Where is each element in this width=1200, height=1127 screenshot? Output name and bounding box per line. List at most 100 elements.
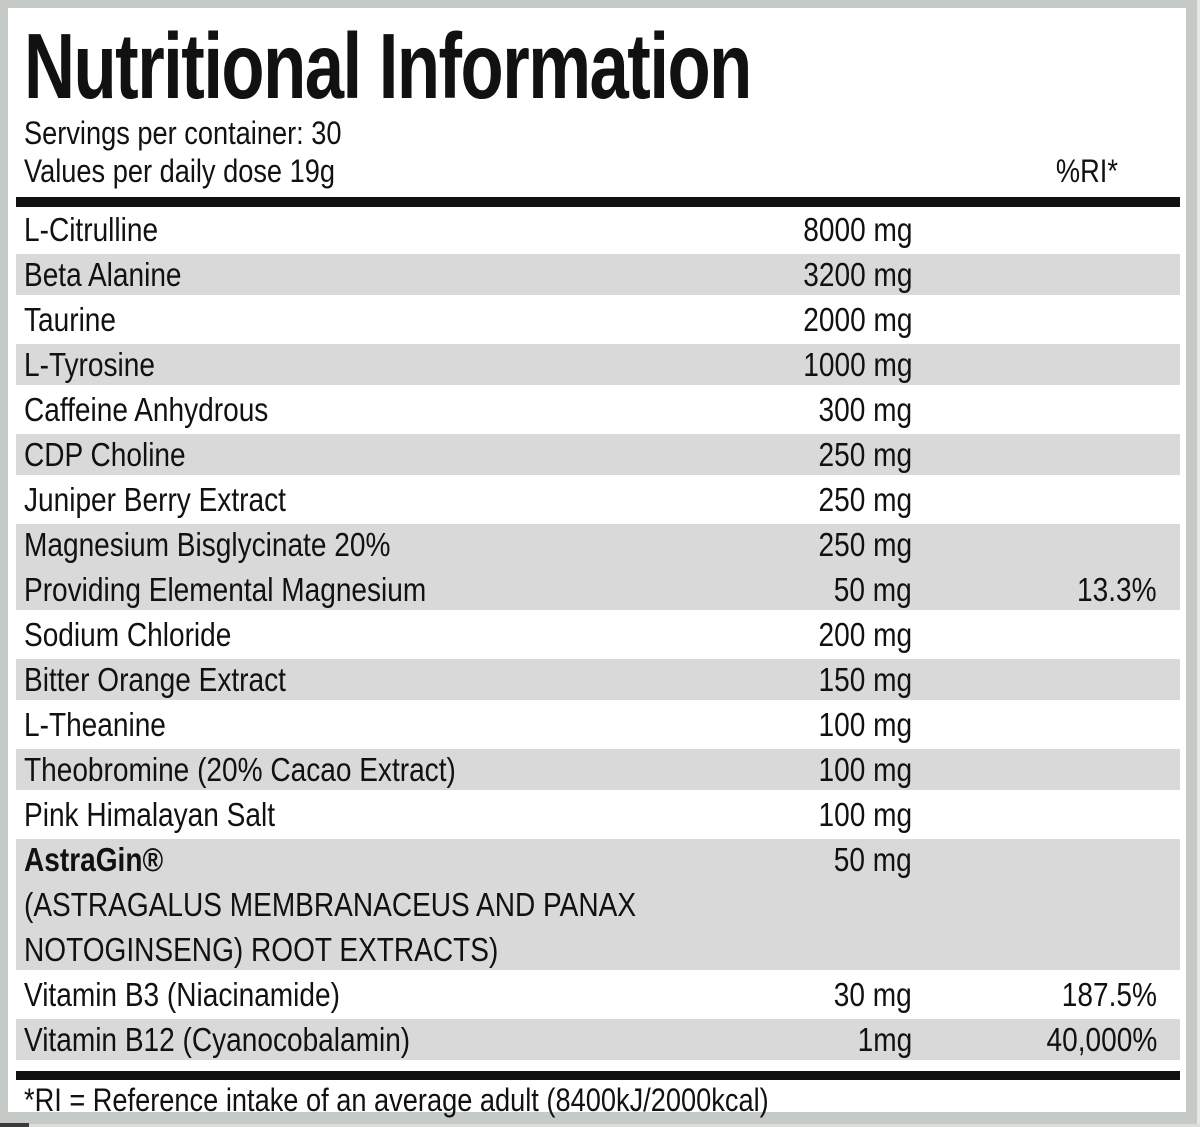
table-row: CDP Choline 250 mg <box>16 432 1180 477</box>
ingredient-name-cell: CDP Choline <box>24 432 732 477</box>
table-row-line: L-Citrulline 8000 mg <box>16 207 1180 252</box>
ri-value-cell <box>912 837 1157 882</box>
ri-value-cell <box>912 477 1157 522</box>
ingredient-name-cell: Vitamin B12 (Cyanocobalamin) <box>24 1017 732 1062</box>
values-text: Values per daily dose 19g <box>24 153 335 189</box>
ri-value-cell <box>912 297 1157 342</box>
ri-value-cell: 187.5% <box>912 972 1157 1017</box>
label-content: Nutritional Information Servings per con… <box>8 8 1186 1120</box>
divider-bar-top <box>16 197 1180 207</box>
table-row: Juniper Berry Extract 250 mg <box>16 477 1180 522</box>
ingredient-name: Juniper Berry Extract <box>24 481 286 518</box>
amount-value: 3200 mg <box>802 256 912 293</box>
amount-value-cell: 100 mg <box>732 702 912 747</box>
ingredient-name: Pink Himalayan Salt <box>24 796 276 833</box>
amount-value-cell: 250 mg <box>732 477 912 522</box>
table-row-line: Juniper Berry Extract 250 mg <box>16 477 1180 522</box>
amount-value-cell: 200 mg <box>732 612 912 657</box>
table-row: Theobromine (20% Cacao Extract) 100 mg <box>16 747 1180 792</box>
amount-value-cell: 50 mg <box>732 837 912 882</box>
table-row: L-Theanine 100 mg <box>16 702 1180 747</box>
ingredient-name: L-Citrulline <box>24 211 159 248</box>
ingredient-name: Vitamin B3 (Niacinamide) <box>24 976 340 1013</box>
ingredient-name-cell: Vitamin B3 (Niacinamide) <box>24 972 732 1017</box>
ingredient-name-cell: L-Citrulline <box>24 207 732 252</box>
amount-value: 100 mg <box>818 706 912 743</box>
table-row-line: Bitter Orange Extract 150 mg <box>16 657 1180 702</box>
ri-value: 13.3% <box>1077 571 1157 608</box>
ingredient-name: Magnesium Bisglycinate 20% <box>24 526 391 563</box>
ingredient-name-cell: NOTOGINSENG) ROOT EXTRACTS) <box>24 927 732 972</box>
table-row-line: Pink Himalayan Salt 100 mg <box>16 792 1180 837</box>
table-row-line: (ASTRAGALUS MEMBRANACEUS AND PANAX <box>16 882 1180 927</box>
amount-value: 50 mg <box>834 841 912 878</box>
ingredient-name: Sodium Chloride <box>24 616 232 653</box>
ri-value-cell <box>912 927 1157 972</box>
amount-value: 100 mg <box>818 796 912 833</box>
amount-value-cell: 250 mg <box>732 432 912 477</box>
table-row: Vitamin B3 (Niacinamide) 30 mg 187.5% <box>16 972 1180 1017</box>
table-row: Caffeine Anhydrous 300 mg <box>16 387 1180 432</box>
amount-value: 8000 mg <box>802 211 912 248</box>
ingredient-name: (ASTRAGALUS MEMBRANACEUS AND PANAX <box>24 886 637 923</box>
table-row: Magnesium Bisglycinate 20% 250 mg Providin… <box>16 522 1180 612</box>
ingredient-name: Theobromine (20% Cacao Extract) <box>24 751 456 788</box>
servings-text: Servings per container: 30 <box>24 115 342 151</box>
table-row: Pink Himalayan Salt 100 mg <box>16 792 1180 837</box>
table-row: AstraGin® 50 mg (ASTRAGALUS MEMBRANACEUS A… <box>16 837 1180 972</box>
nutrition-table: L-Citrulline 8000 mg Beta Alanine 3200 mg Ta… <box>16 207 1180 1062</box>
footnote-text: *RI = Reference intake of an average adu… <box>24 1082 769 1118</box>
footnote: *RI = Reference intake of an average adu… <box>16 1080 1180 1120</box>
page-title-text: Nutritional Information <box>24 14 752 118</box>
table-row-line: Vitamin B3 (Niacinamide) 30 mg 187.5% <box>16 972 1180 1017</box>
ingredient-name-cell: Pink Himalayan Salt <box>24 792 732 837</box>
table-row-line: AstraGin® 50 mg <box>16 837 1180 882</box>
amount-value-cell: 30 mg <box>732 972 912 1017</box>
amount-value-cell: 8000 mg <box>732 207 912 252</box>
frame-edge-bottom <box>0 1124 1200 1127</box>
ri-value-cell <box>912 792 1157 837</box>
ri-value: 40,000% <box>1046 1021 1157 1058</box>
table-row-line: Caffeine Anhydrous 300 mg <box>16 387 1180 432</box>
ingredient-name-cell: Beta Alanine <box>24 252 732 297</box>
ingredient-name-cell: Providing Elemental Magnesium <box>24 567 732 612</box>
ingredient-name: L-Tyrosine <box>24 346 155 383</box>
values-line: Values per daily dose 19g %RI* <box>16 152 1180 190</box>
ri-value-cell <box>912 612 1157 657</box>
ingredient-name-cell: (ASTRAGALUS MEMBRANACEUS AND PANAX <box>24 882 744 927</box>
ingredient-name: CDP Choline <box>24 436 186 473</box>
ingredient-name: Taurine <box>24 301 116 338</box>
amount-value-cell: 300 mg <box>732 387 912 432</box>
table-row: Beta Alanine 3200 mg <box>16 252 1180 297</box>
table-row-line: L-Tyrosine 1000 mg <box>16 342 1180 387</box>
ingredient-name: Vitamin B12 (Cyanocobalamin) <box>24 1021 411 1058</box>
table-row-line: Sodium Chloride 200 mg <box>16 612 1180 657</box>
ingredient-name: Bitter Orange Extract <box>24 661 286 698</box>
table-row: Bitter Orange Extract 150 mg <box>16 657 1180 702</box>
ingredient-name-cell: L-Theanine <box>24 702 732 747</box>
amount-value-cell: 1mg <box>732 1017 912 1062</box>
ingredient-name-cell: Caffeine Anhydrous <box>24 387 732 432</box>
amount-value-cell: 50 mg <box>732 567 912 612</box>
nutrition-label: Nutritional Information Servings per con… <box>8 8 1186 1118</box>
amount-value: 1mg <box>857 1021 912 1058</box>
ingredient-name-cell: Sodium Chloride <box>24 612 732 657</box>
amount-value-cell: 150 mg <box>732 657 912 702</box>
table-row: L-Citrulline 8000 mg <box>16 207 1180 252</box>
corner-mark <box>0 1123 29 1127</box>
ingredient-name-cell: Juniper Berry Extract <box>24 477 732 522</box>
ri-value: 187.5% <box>1061 976 1157 1013</box>
ri-value-cell <box>912 207 1157 252</box>
amount-value: 2000 mg <box>802 301 912 338</box>
page-title: Nutritional Information <box>16 18 1180 114</box>
amount-value: 300 mg <box>818 391 912 428</box>
ingredient-name-cell: L-Tyrosine <box>24 342 732 387</box>
amount-value: 1000 mg <box>802 346 912 383</box>
amount-value-cell: 250 mg <box>732 522 912 567</box>
ri-value-cell <box>912 702 1157 747</box>
ri-value-cell <box>912 342 1157 387</box>
amount-value-cell: 2000 mg <box>732 297 912 342</box>
amount-value: 250 mg <box>818 526 912 563</box>
ingredient-name-cell: Theobromine (20% Cacao Extract) <box>24 747 732 792</box>
table-row-line: Vitamin B12 (Cyanocobalamin) 1mg 40,000% <box>16 1017 1180 1062</box>
